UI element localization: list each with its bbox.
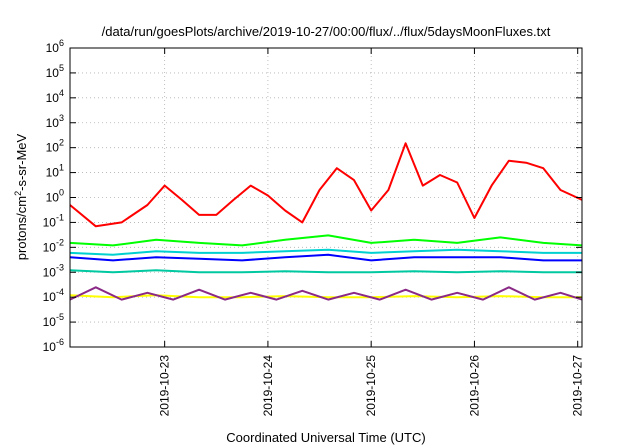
y-tick-label: 102 (46, 138, 64, 155)
y-tick-label: 10-5 (43, 312, 64, 329)
y-tick-label: 100 (46, 188, 64, 205)
y-tick-label: 105 (46, 63, 64, 80)
y-tick-label: 10-1 (43, 212, 64, 229)
y-tick-label: 101 (46, 163, 64, 180)
y-tick-label: 10-3 (43, 262, 64, 279)
y-tick-label: 10-2 (43, 237, 64, 254)
series-line-3 (69, 248, 582, 256)
y-axis: 10-6 10-5 10-4 10-3 10-2 10-1 100 101 102 103 104 1… (43, 38, 582, 354)
x-axis-label: Coordinated Universal Time (UTC) (226, 430, 425, 445)
series-layer (69, 142, 583, 301)
series-line-2 (69, 234, 583, 247)
y-tick-label: 10-4 (43, 287, 64, 304)
series-line-4 (69, 253, 582, 262)
grid-lines (70, 48, 582, 347)
series-line-1 (69, 142, 583, 228)
y-tick-label: 104 (46, 88, 64, 105)
x-axis: 2019-10-23 2019-10-24 2019-10-25 2019-10-26… (158, 48, 585, 416)
x-tick-label: 2019-10-27 (571, 355, 585, 417)
x-tick-label: 2019-10-23 (158, 355, 172, 417)
series-line-5 (69, 269, 582, 274)
y-tick-label: 106 (46, 38, 64, 55)
y-tick-label: 103 (46, 113, 64, 130)
x-tick-label: 2019-10-24 (261, 355, 275, 417)
chart-title: /data/run/goesPlots/archive/2019-10-27/0… (102, 24, 551, 39)
y-tick-label: 10-6 (43, 337, 64, 354)
y-axis-label: protons/cm2-s-sr-MeV (13, 133, 29, 260)
series-line-7 (69, 286, 583, 301)
x-tick-label: 2019-10-26 (467, 355, 481, 417)
x-tick-label: 2019-10-25 (364, 355, 378, 417)
